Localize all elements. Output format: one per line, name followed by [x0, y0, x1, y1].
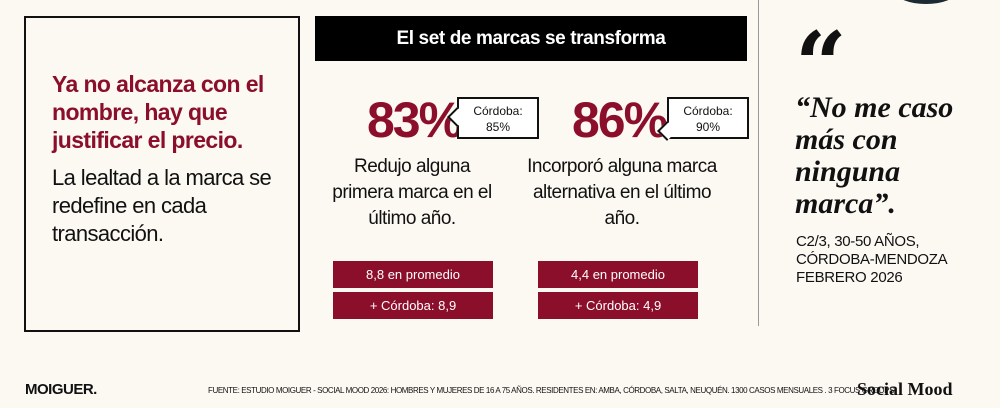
headline: Ya no alcanza con el nombre, hay que jus… [52, 71, 264, 153]
quote-attribution: C2/3, 30-50 AÑOS, CÓRDOBA-MENDOZA FEBRER… [796, 233, 948, 287]
callout-label: Córdoba: [473, 104, 523, 118]
stat-description-2: Incorporó alguna marca alternativa en el… [527, 156, 717, 229]
decorative-shape [896, 0, 956, 4]
average-badge-1: 8,8 en promedio [333, 261, 493, 288]
testimonial-quote: “No me caso más con ninguna marca”. [795, 91, 954, 220]
stat-value-2: 86% [572, 92, 668, 148]
quote-mark-icon: “ [795, 12, 847, 118]
callout-label: Córdoba: [683, 104, 733, 118]
callout-value: 85% [485, 120, 511, 134]
average-cordoba-badge-1: + Córdoba: 8,9 [333, 292, 493, 319]
callout-value: 90% [695, 120, 721, 134]
headline-box: Ya no alcanza con el nombre, hay que jus… [24, 16, 300, 332]
stat-description-1: Redujo alguna primera marca en el último… [332, 156, 492, 229]
moiguer-logo: MOIGUER. [25, 381, 97, 398]
attribution-line: FEBRERO 2026 [796, 269, 903, 286]
social-mood-logo: Social Mood [857, 379, 953, 399]
source-note: FUENTE: ESTUDIO MOIGUER - SOCIAL MOOD 20… [208, 386, 895, 395]
subheadline: La lealtad a la marca se redefine en cad… [52, 165, 272, 246]
stat-value-1: 83% [367, 92, 463, 148]
average-cordoba-badge-2: + Córdoba: 4,9 [538, 292, 698, 319]
callout-cordoba-2: Córdoba: 90% [667, 97, 749, 139]
divider [758, 0, 759, 326]
average-badge-2: 4,4 en promedio [538, 261, 698, 288]
section-banner: El set de marcas se transforma [315, 16, 747, 61]
attribution-line: C2/3, 30-50 AÑOS, [796, 233, 920, 250]
callout-cordoba-1: Córdoba: 85% [457, 97, 539, 139]
attribution-line: CÓRDOBA-MENDOZA [796, 251, 948, 268]
